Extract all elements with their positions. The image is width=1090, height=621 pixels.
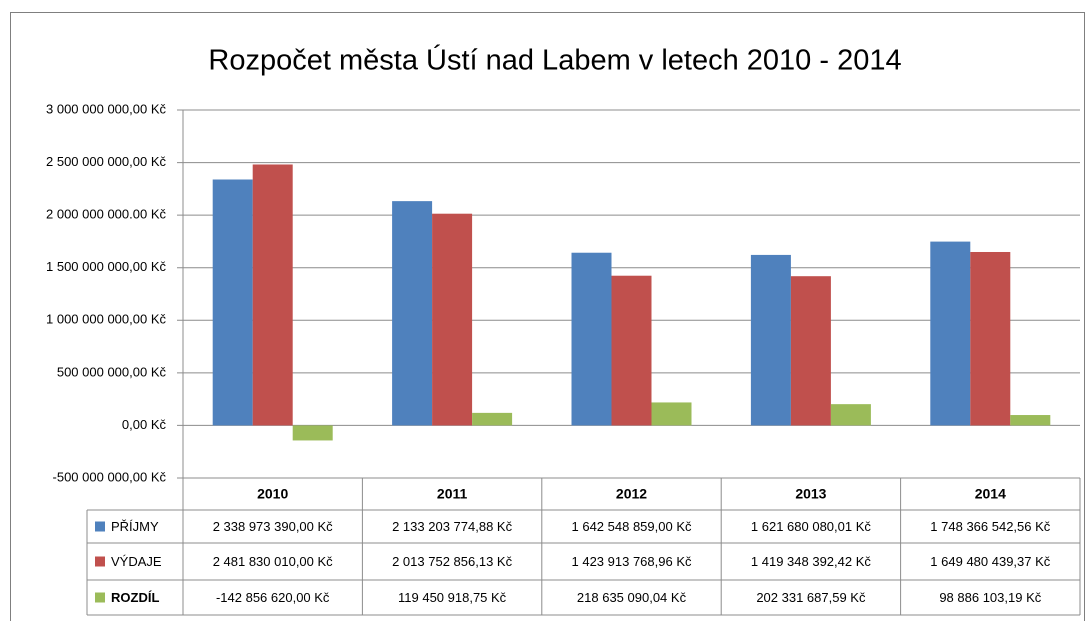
bar [432, 213, 473, 426]
value-label: -142 856 620,00 Kč [216, 590, 330, 605]
bar [292, 425, 333, 441]
x-tick-label: 2013 [795, 486, 826, 502]
bar [790, 276, 831, 426]
value-label: 2 481 830 010,00 Kč [213, 554, 333, 569]
y-tick-label: 1 000 000 000,00 Kč [46, 312, 166, 327]
value-label: 98 886 103,19 Kč [939, 590, 1041, 605]
x-tick-label: 2011 [437, 486, 468, 502]
bar [392, 201, 433, 426]
y-tick-label: 2 000 000 000.00 Kč [46, 207, 166, 222]
value-label: 218 635 090,04 Kč [577, 590, 687, 605]
bar [472, 412, 513, 426]
value-label: 2 133 203 774,88 Kč [392, 519, 512, 534]
bar [611, 275, 652, 426]
value-label: 1 649 480 439,37 Kč [930, 554, 1050, 569]
bar [750, 254, 791, 426]
legend-label: PŘÍJMY [111, 519, 159, 534]
x-tick-label: 2012 [616, 486, 647, 502]
y-tick-label: 0,00 Kč [122, 417, 167, 432]
y-tick-label: 500 000 000,00 Kč [57, 364, 167, 379]
value-label: 1 621 680 080,01 Kč [751, 519, 871, 534]
value-label: 2 338 973 390,00 Kč [213, 519, 333, 534]
bar [252, 164, 293, 426]
legend-swatch [95, 556, 105, 567]
chart-title: Rozpočet města Ústí nad Labem v letech 2… [208, 44, 901, 77]
bar [970, 251, 1011, 426]
y-tick-label: -500 000 000,00 Kč [53, 469, 167, 484]
value-label: 202 331 687,59 Kč [756, 590, 866, 605]
bar [930, 241, 971, 426]
legend-swatch [95, 521, 105, 532]
bar [830, 404, 871, 426]
bar [571, 252, 612, 426]
legend-label: VÝDAJE [111, 554, 162, 569]
x-tick-label: 2014 [975, 486, 1006, 502]
bar [212, 179, 253, 426]
value-label: 2 013 752 856,13 Kč [392, 554, 512, 569]
value-label: 1 642 548 859,00 Kč [572, 519, 692, 534]
legend-swatch [95, 592, 105, 603]
bar [651, 402, 692, 426]
y-tick-label: 2 500 000 000,00 Kč [46, 154, 166, 169]
y-tick-label: 3 000 000 000,00 Kč [46, 101, 166, 116]
chart-frame [10, 12, 1085, 621]
value-label: 1 423 913 768,96 Kč [572, 554, 692, 569]
value-label: 1 748 366 542,56 Kč [930, 519, 1050, 534]
y-tick-label: 1 500 000 000,00 Kč [46, 259, 166, 274]
bar [1010, 415, 1051, 426]
x-tick-label: 2010 [257, 486, 288, 502]
value-label: 1 419 348 392,42 Kč [751, 554, 871, 569]
value-label: 119 450 918,75 Kč [398, 590, 507, 605]
legend-label: ROZDÍL [111, 590, 159, 605]
